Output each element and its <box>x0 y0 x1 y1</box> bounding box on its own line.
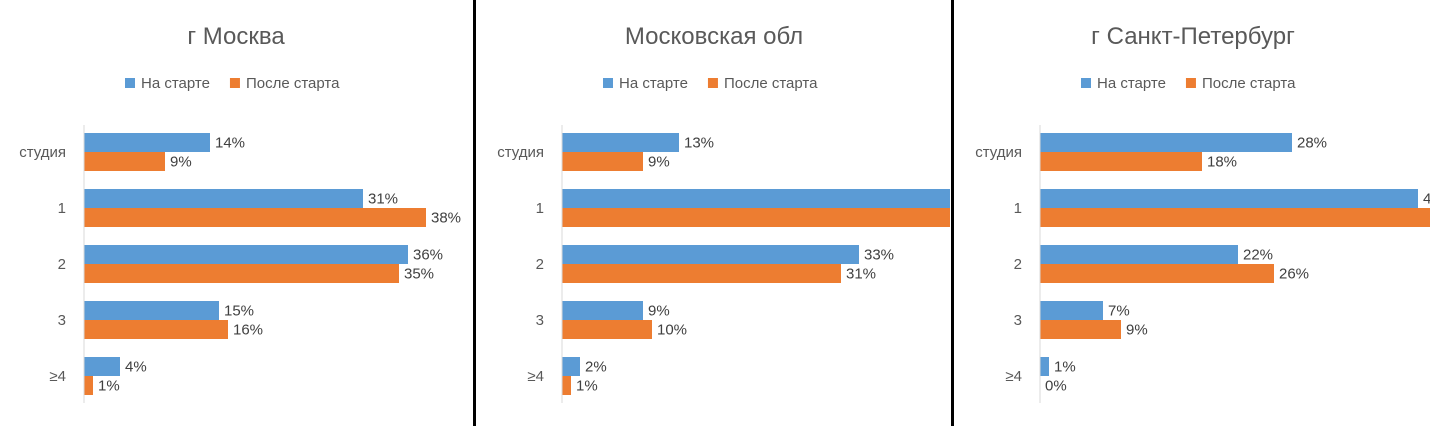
data-label: 28% <box>1297 135 1327 152</box>
bar <box>562 264 841 283</box>
chart-title: Московская обл <box>625 23 803 50</box>
chart-panel-moscow-region: Московская обл На старте После старта 13% 9%… <box>478 0 950 426</box>
legend-swatch <box>1081 78 1091 88</box>
data-label: 4% <box>125 359 147 376</box>
chart-svg-saint-petersburg: г Санкт-Петербург На старте После старта 28… <box>975 23 1430 403</box>
category-label: 2 <box>1014 256 1022 273</box>
data-label: 0% <box>1045 378 1067 395</box>
category-label: студия <box>975 144 1022 161</box>
legend-swatch <box>1185 78 1196 88</box>
bar <box>562 301 643 320</box>
bar <box>562 152 643 171</box>
data-label: 9% <box>1126 322 1148 339</box>
bar <box>1040 133 1292 152</box>
data-label: 36% <box>413 247 443 264</box>
legend-label: На старте <box>619 75 688 92</box>
bar <box>84 357 120 376</box>
category-label: 1 <box>58 200 66 217</box>
category-label: 2 <box>58 256 66 273</box>
data-label: 18% <box>1207 154 1237 171</box>
legend-label: После старта <box>724 75 818 92</box>
bar <box>1040 245 1238 264</box>
data-label: 16% <box>233 322 263 339</box>
data-label: 15% <box>224 303 254 320</box>
data-label: 1% <box>1054 359 1076 376</box>
legend-swatch <box>229 78 240 88</box>
bar <box>562 357 580 376</box>
chart-svg-moscow-region: Московская обл На старте После старта 13% 9%… <box>497 23 950 403</box>
data-label: 31% <box>846 266 876 283</box>
bar <box>562 189 950 208</box>
category-label: 3 <box>58 312 66 329</box>
legend-swatch <box>125 78 135 88</box>
chart-panel-saint-petersburg: г Санкт-Петербург На старте После старта 28… <box>956 0 1430 426</box>
chart-panel-moscow: г Москва На старте После старта 14% 9% студия… <box>0 0 472 426</box>
bar <box>84 152 165 171</box>
bar <box>1040 320 1121 339</box>
category-label: ≥4 <box>1005 368 1022 385</box>
bar <box>1040 264 1274 283</box>
data-label: 1% <box>576 378 598 395</box>
legend-label: На старте <box>141 75 210 92</box>
data-label: 2% <box>585 359 607 376</box>
category-label: 1 <box>536 200 544 217</box>
data-label: 14% <box>215 135 245 152</box>
category-label: 3 <box>536 312 544 329</box>
legend-label: После старта <box>1202 75 1296 92</box>
bar <box>562 133 679 152</box>
data-label: 22% <box>1243 247 1273 264</box>
panel-divider <box>473 0 476 426</box>
bar <box>562 208 950 227</box>
chart-title: г Санкт-Петербург <box>1091 23 1295 50</box>
category-label: 1 <box>1014 200 1022 217</box>
legend-label: На старте <box>1097 75 1166 92</box>
data-label: 42% <box>1423 191 1430 208</box>
panel-divider <box>951 0 954 426</box>
bar <box>84 264 399 283</box>
data-label: 35% <box>404 266 434 283</box>
bar <box>562 320 652 339</box>
chart-title: г Москва <box>187 23 285 50</box>
data-label: 31% <box>368 191 398 208</box>
category-label: ≥4 <box>527 368 544 385</box>
legend-swatch <box>603 78 613 88</box>
data-label: 13% <box>684 135 714 152</box>
data-label: 7% <box>1108 303 1130 320</box>
bar <box>562 245 859 264</box>
bar <box>1040 301 1103 320</box>
category-label: 2 <box>536 256 544 273</box>
bar <box>1040 208 1430 227</box>
data-label: 10% <box>657 322 687 339</box>
category-label: 3 <box>1014 312 1022 329</box>
bar <box>84 133 210 152</box>
bar <box>1040 189 1418 208</box>
bar <box>84 301 219 320</box>
category-label: студия <box>19 144 66 161</box>
data-label: 1% <box>98 378 120 395</box>
bar <box>1040 152 1202 171</box>
data-label: 26% <box>1279 266 1309 283</box>
category-label: студия <box>497 144 544 161</box>
bar <box>84 208 426 227</box>
data-label: 9% <box>170 154 192 171</box>
legend-swatch <box>707 78 718 88</box>
bar <box>84 245 408 264</box>
data-label: 33% <box>864 247 894 264</box>
data-label: 9% <box>648 303 670 320</box>
data-label: 9% <box>648 154 670 171</box>
bar <box>84 320 228 339</box>
data-label: 38% <box>431 210 461 227</box>
bar <box>84 189 363 208</box>
bar <box>1040 357 1049 376</box>
legend-label: После старта <box>246 75 340 92</box>
bar <box>84 376 93 395</box>
category-label: ≥4 <box>49 368 66 385</box>
bar <box>562 376 571 395</box>
